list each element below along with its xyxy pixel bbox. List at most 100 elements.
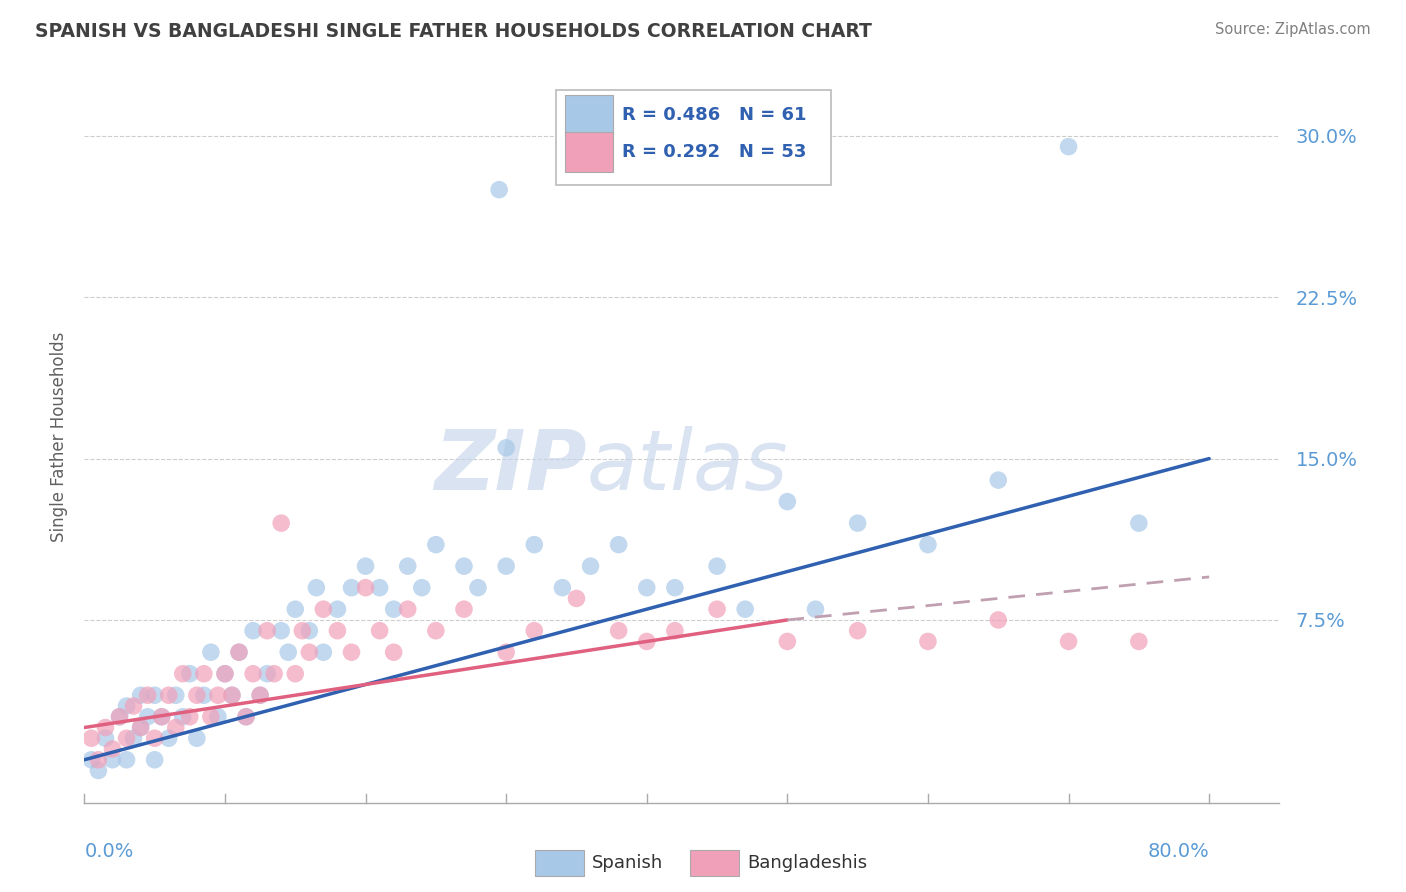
Point: [207, 688, 229, 702]
Point: [987, 473, 1010, 487]
Point: [425, 624, 447, 638]
Point: [354, 581, 377, 595]
Text: atlas: atlas: [586, 425, 787, 507]
Point: [298, 624, 321, 638]
Point: [917, 634, 939, 648]
Point: [425, 538, 447, 552]
Point: [115, 753, 138, 767]
FancyBboxPatch shape: [534, 849, 583, 876]
Text: Source: ZipAtlas.com: Source: ZipAtlas.com: [1215, 22, 1371, 37]
Text: R = 0.292   N = 53: R = 0.292 N = 53: [623, 143, 807, 161]
Point: [214, 666, 236, 681]
Point: [523, 624, 546, 638]
Point: [340, 581, 363, 595]
Point: [565, 591, 588, 606]
Point: [115, 731, 138, 746]
Point: [94, 721, 117, 735]
Point: [551, 581, 574, 595]
Point: [291, 624, 314, 638]
Point: [706, 559, 728, 574]
Point: [987, 613, 1010, 627]
Point: [776, 494, 799, 508]
Point: [284, 602, 307, 616]
Point: [523, 538, 546, 552]
Point: [1128, 516, 1150, 530]
Point: [396, 559, 419, 574]
Point: [200, 710, 222, 724]
FancyBboxPatch shape: [565, 95, 613, 136]
Point: [235, 710, 257, 724]
Point: [150, 710, 173, 724]
Point: [207, 710, 229, 724]
Point: [221, 688, 243, 702]
Point: [453, 602, 475, 616]
Point: [193, 666, 215, 681]
Point: [467, 581, 489, 595]
Point: [242, 624, 264, 638]
Point: [186, 731, 208, 746]
Point: [917, 538, 939, 552]
Point: [488, 183, 510, 197]
FancyBboxPatch shape: [557, 90, 831, 185]
Point: [101, 742, 124, 756]
Point: [179, 666, 201, 681]
Point: [129, 688, 152, 702]
Point: [122, 698, 145, 713]
Point: [340, 645, 363, 659]
Text: SPANISH VS BANGLADESHI SINGLE FATHER HOUSEHOLDS CORRELATION CHART: SPANISH VS BANGLADESHI SINGLE FATHER HOU…: [35, 22, 872, 41]
Point: [804, 602, 827, 616]
Point: [305, 581, 328, 595]
Point: [200, 645, 222, 659]
Point: [256, 666, 278, 681]
Point: [776, 634, 799, 648]
Point: [396, 602, 419, 616]
Point: [382, 602, 405, 616]
Point: [193, 688, 215, 702]
Point: [249, 688, 271, 702]
FancyBboxPatch shape: [565, 132, 613, 172]
Point: [172, 710, 194, 724]
Point: [263, 666, 285, 681]
Point: [108, 710, 131, 724]
Point: [80, 731, 103, 746]
Point: [284, 666, 307, 681]
Point: [94, 731, 117, 746]
Point: [368, 624, 391, 638]
Point: [846, 516, 869, 530]
Point: [734, 602, 756, 616]
Point: [143, 753, 166, 767]
Point: [221, 688, 243, 702]
Point: [129, 721, 152, 735]
Text: ZIP: ZIP: [433, 425, 586, 507]
Point: [664, 624, 686, 638]
FancyBboxPatch shape: [690, 849, 740, 876]
Point: [326, 624, 349, 638]
Point: [157, 731, 180, 746]
Point: [87, 764, 110, 778]
Point: [411, 581, 433, 595]
Point: [1057, 634, 1080, 648]
Point: [298, 645, 321, 659]
Point: [607, 538, 630, 552]
Point: [277, 645, 299, 659]
Point: [636, 634, 658, 648]
Point: [101, 753, 124, 767]
Point: [87, 753, 110, 767]
Point: [636, 581, 658, 595]
Point: [706, 602, 728, 616]
Point: [579, 559, 602, 574]
Point: [242, 666, 264, 681]
Point: [495, 559, 517, 574]
Y-axis label: Single Father Households: Single Father Households: [49, 332, 67, 542]
Point: [136, 688, 159, 702]
Point: [664, 581, 686, 595]
Point: [312, 602, 335, 616]
Point: [270, 516, 292, 530]
Point: [143, 731, 166, 746]
Text: Spanish: Spanish: [592, 854, 664, 871]
Point: [368, 581, 391, 595]
Point: [249, 688, 271, 702]
Point: [122, 731, 145, 746]
Point: [143, 688, 166, 702]
Point: [256, 624, 278, 638]
